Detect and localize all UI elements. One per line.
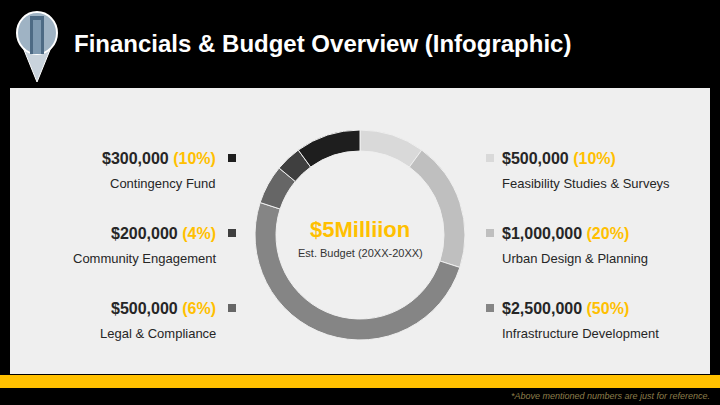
svg-text:$500,000 (6%): $500,000 (6%) [111,300,216,317]
svg-text:Legal & Compliance: Legal & Compliance [100,326,216,341]
svg-text:*Above mentioned numbers are j: *Above mentioned numbers are just for re… [511,391,710,401]
svg-text:Financials & Budget Overview (: Financials & Budget Overview (Infographi… [74,30,571,57]
svg-text:$5Milliion: $5Milliion [310,217,410,242]
svg-text:Urban Design & Planning: Urban Design & Planning [502,251,648,266]
svg-text:$1,000,000 (20%): $1,000,000 (20%) [502,225,629,242]
svg-text:$300,000 (10%): $300,000 (10%) [102,150,216,167]
svg-text:Contingency Fund: Contingency Fund [110,176,216,191]
svg-text:Infrastructure Development: Infrastructure Development [502,326,659,341]
svg-text:Feasibility Studies & Surveys: Feasibility Studies & Surveys [502,176,670,191]
svg-text:$500,000 (10%): $500,000 (10%) [502,150,616,167]
svg-text:$200,000 (4%): $200,000 (4%) [111,225,216,242]
svg-text:$2,500,000 (50%): $2,500,000 (50%) [502,300,629,317]
svg-text:Est. Budget (20XX-20XX): Est. Budget (20XX-20XX) [298,247,423,259]
svg-text:Community Engagement: Community Engagement [73,251,216,266]
